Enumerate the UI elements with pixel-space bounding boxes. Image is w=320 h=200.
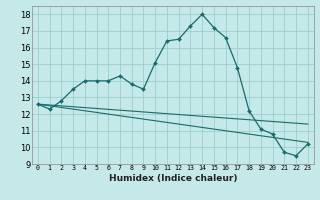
- X-axis label: Humidex (Indice chaleur): Humidex (Indice chaleur): [108, 174, 237, 183]
